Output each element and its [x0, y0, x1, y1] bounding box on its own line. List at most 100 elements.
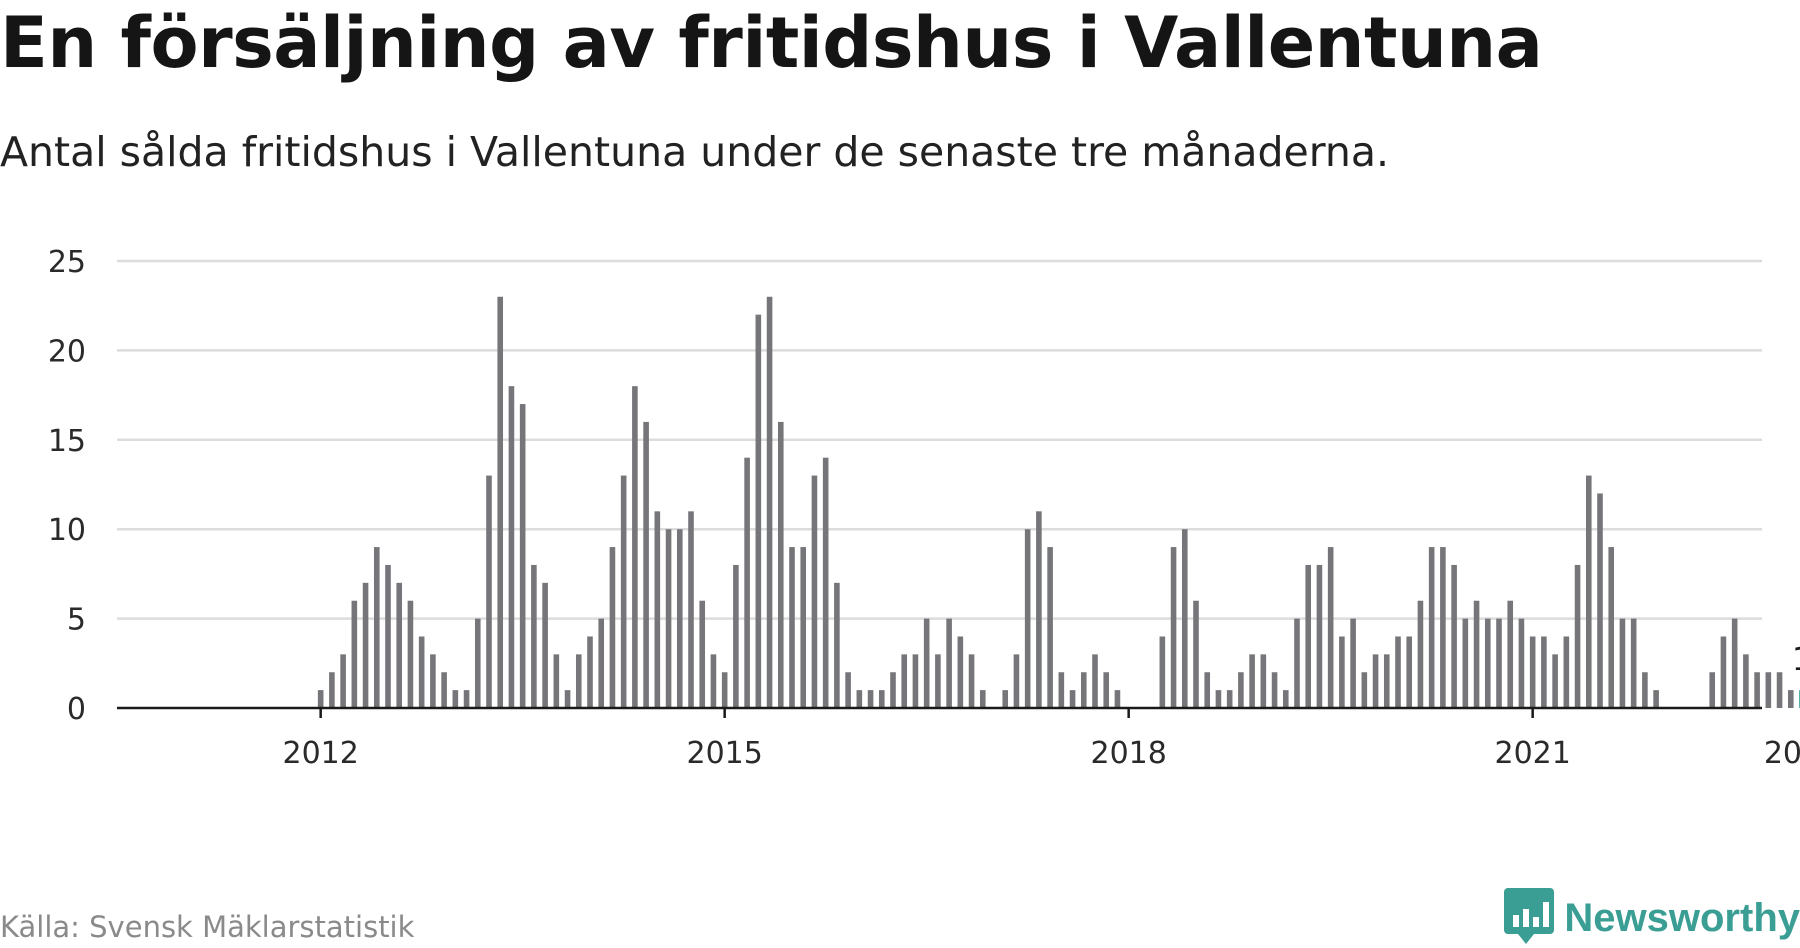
bar: [1743, 654, 1749, 708]
bar: [407, 600, 414, 708]
bar: [822, 457, 829, 708]
x-tick-label: 2015: [686, 736, 762, 771]
bar: [1249, 654, 1255, 708]
bar: [418, 636, 425, 708]
bar: [1294, 618, 1300, 708]
bar: [766, 296, 773, 708]
bar: [1350, 618, 1356, 708]
bar: [317, 690, 324, 708]
axis-labels: 0 5 10 15 20 25 2012 2015 2018 2021 2023 1: [48, 245, 1800, 771]
bar-series: [317, 296, 1800, 708]
bar: [1608, 547, 1615, 708]
bar: [1731, 618, 1738, 708]
bar: [1597, 493, 1603, 708]
bar: [1361, 672, 1368, 708]
chart-title: En försäljning av fritidshus i Vallentun…: [0, 2, 1543, 84]
bar: [1215, 690, 1222, 708]
bar: [1653, 690, 1659, 708]
bar: [1462, 618, 1469, 708]
bar: [1496, 618, 1502, 708]
y-tick-label: 10: [48, 513, 86, 548]
bar: [340, 654, 346, 708]
brand-name: Newsworthy: [1564, 895, 1800, 940]
bar: [1013, 654, 1020, 708]
bar: [1069, 690, 1076, 708]
bar: [1451, 564, 1457, 708]
gridlines: [117, 259, 1762, 620]
bar: [789, 547, 795, 708]
bar: [1720, 636, 1727, 708]
bar: [1170, 547, 1177, 708]
bar: [1181, 529, 1188, 708]
bar: [1574, 564, 1581, 708]
bar: [430, 654, 436, 708]
bar: [890, 672, 896, 708]
bar: [385, 564, 391, 708]
bar: [744, 457, 750, 708]
bar: [1417, 600, 1424, 708]
bar: [542, 582, 548, 708]
bar: [1024, 529, 1031, 708]
bar: [1395, 636, 1401, 708]
bar: [1440, 547, 1446, 708]
x-tick-label: 2012: [282, 736, 358, 771]
bar: [587, 636, 593, 708]
bar: [755, 314, 762, 708]
bar: [452, 690, 459, 708]
bar: [935, 654, 941, 708]
bar: [1552, 654, 1558, 708]
bar: [609, 547, 616, 708]
bar: [1339, 636, 1345, 708]
bar: [676, 529, 683, 708]
x-tick-label: 2023: [1764, 736, 1800, 771]
bar: [519, 404, 526, 708]
bar: [923, 618, 930, 708]
bar: [834, 582, 840, 708]
bar: [1092, 654, 1098, 708]
chart-subtitle: Antal sålda fritidshus i Vallentuna unde…: [0, 128, 1389, 176]
bar: [1327, 547, 1334, 708]
bar: [1630, 618, 1637, 708]
bar: [362, 582, 369, 708]
bar: [1507, 600, 1514, 708]
bar: [1058, 672, 1065, 708]
bar: [1776, 672, 1783, 708]
bar: [1159, 636, 1166, 708]
bar: [575, 654, 582, 708]
bar: [800, 547, 807, 708]
bar: [1563, 636, 1570, 708]
bar: [1193, 600, 1199, 708]
bar: [643, 421, 649, 708]
bar: [1036, 511, 1042, 708]
bar: [878, 690, 885, 708]
bar: [688, 511, 694, 708]
bar: [733, 564, 739, 708]
bar: [441, 672, 447, 708]
bar: [1047, 547, 1053, 708]
bar: [665, 529, 672, 708]
bar: [1383, 654, 1390, 708]
bar: [946, 618, 952, 708]
bar: [710, 654, 717, 708]
bar: [912, 654, 919, 708]
bar: [486, 475, 492, 708]
source-note: Källa: Svensk Mäklarstatistik: [0, 910, 415, 944]
bar: [474, 618, 481, 708]
bar: [1518, 618, 1525, 708]
bar: [1103, 672, 1110, 708]
bar: [721, 672, 728, 708]
y-tick-label: 25: [48, 245, 86, 280]
bar: [373, 547, 380, 708]
bar: [1709, 672, 1716, 708]
bar: [1541, 636, 1547, 708]
bar: [351, 600, 358, 708]
bar: [531, 564, 537, 708]
bar: [1305, 564, 1312, 708]
bar: [1754, 672, 1760, 708]
bar: [845, 672, 851, 708]
bar: [1787, 690, 1794, 708]
bar: [856, 690, 863, 708]
brand[interactable]: Newsworthy: [1504, 888, 1800, 948]
bar: [1619, 618, 1626, 708]
